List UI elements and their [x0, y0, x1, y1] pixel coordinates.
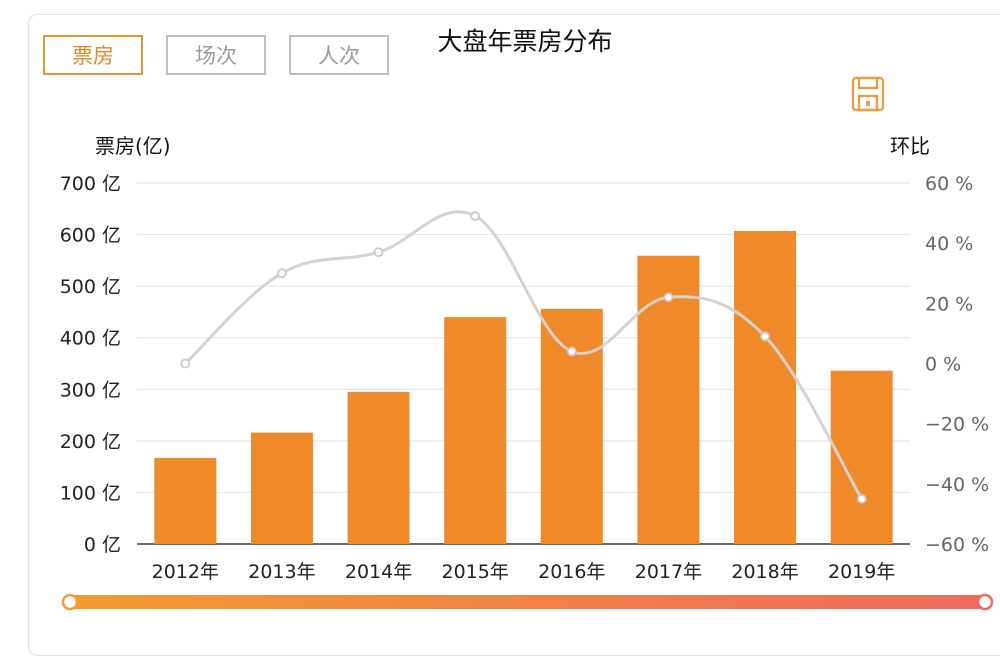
y-tick-label-right: 40 % [925, 233, 973, 255]
x-tick-label: 2018年 [731, 561, 798, 583]
x-tick-label: 2016年 [538, 561, 605, 583]
x-tick-label: 2019年 [828, 561, 895, 583]
zoom-slider-track[interactable] [70, 595, 985, 609]
bar [250, 432, 313, 544]
combo-chart: 0 亿 100 亿 200 亿 300 亿 400 亿 500 亿 600 亿 700 亿 −6… [60, 134, 994, 611]
y-tick-label-left: 100 亿 [60, 482, 121, 504]
bar [347, 391, 410, 544]
bar [734, 230, 797, 544]
chart-card [28, 14, 1000, 656]
bar [637, 255, 700, 545]
y-tick-label-right: 0 % [925, 354, 961, 376]
line-point [566, 346, 577, 357]
line-point [760, 331, 770, 342]
x-tick-label: 2013年 [248, 561, 315, 583]
tab-admissions[interactable]: 人次 [289, 35, 389, 75]
line-point [180, 358, 191, 369]
bar [444, 317, 507, 544]
y-tick-label-left: 200 亿 [60, 431, 121, 453]
x-tick-label: 2015年 [442, 561, 509, 583]
x-tick-label: 2014年 [345, 561, 412, 583]
y-tick-label-left: 400 亿 [60, 328, 121, 350]
y-tick-label-left: 300 亿 [60, 379, 121, 401]
save-button[interactable] [851, 76, 885, 112]
zoom-slider-handle-start[interactable] [61, 593, 79, 611]
line-point [373, 247, 384, 258]
line-point [856, 493, 867, 504]
bar [154, 457, 217, 544]
zoom-slider-handle-end[interactable] [976, 593, 994, 611]
bar [540, 308, 603, 544]
y-tick-label-right: −60 % [925, 534, 989, 556]
chart-title: 大盘年票房分布 [437, 27, 613, 56]
y-tick-label-left: 500 亿 [60, 276, 121, 298]
y-axis-title-right: 环比 [890, 134, 930, 158]
line-point [470, 211, 481, 221]
line-point [663, 292, 674, 303]
y-tick-label-right: −40 % [925, 474, 989, 496]
save-icon [851, 76, 885, 112]
y-axis-title-left: 票房(亿) [95, 134, 171, 158]
line-point [277, 268, 287, 279]
y-tick-label-left: 600 亿 [60, 225, 121, 247]
y-tick-label-right: −20 % [925, 414, 989, 436]
y-tick-label-left: 0 亿 [84, 534, 121, 556]
x-tick-label: 2017年 [635, 561, 702, 583]
tab-screenings[interactable]: 场次 [166, 35, 266, 75]
x-tick-label: 2012年 [152, 561, 219, 583]
y-tick-label-right: 20 % [925, 293, 973, 315]
y-tick-label-right: 60 % [925, 173, 973, 195]
tab-box-office[interactable]: 票房 [43, 35, 143, 75]
y-tick-label-left: 700 亿 [60, 173, 121, 195]
